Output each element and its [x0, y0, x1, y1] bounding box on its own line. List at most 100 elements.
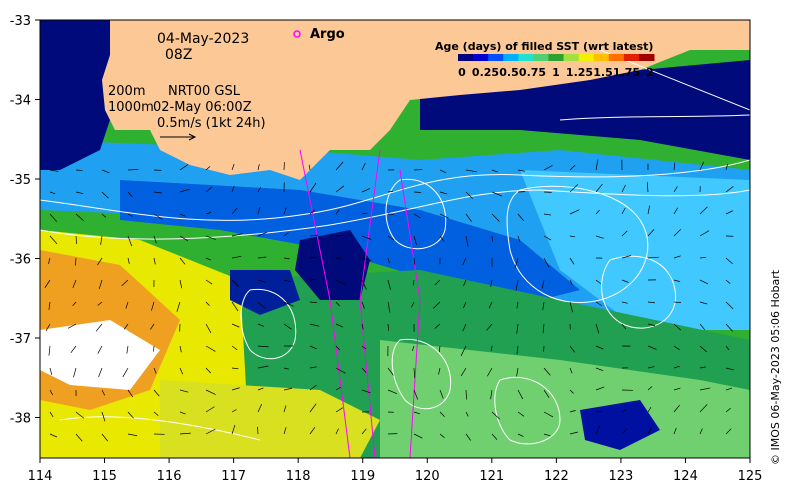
velocity-arrow	[387, 323, 389, 331]
colorbar-swatch	[488, 54, 504, 61]
colorbar-swatch	[623, 54, 640, 61]
argo-tracks	[299, 149, 421, 458]
velocity-arrow	[465, 213, 472, 222]
velocity-arrow	[595, 183, 603, 193]
velocity-arrow	[699, 161, 705, 171]
velocity-arrow	[283, 232, 289, 237]
velocity-arrow	[569, 410, 576, 413]
velocity-arrow	[595, 323, 600, 334]
x-tick-label: 120	[415, 469, 440, 484]
velocity-arrow	[257, 164, 260, 171]
colorbar-tick-label: 0.5	[499, 66, 519, 79]
velocity-arrow	[491, 191, 503, 197]
colorbar-swatch	[608, 54, 625, 61]
velocity-arrow	[179, 367, 184, 375]
velocity-arrow	[283, 387, 293, 391]
velocity-arrow	[487, 367, 493, 377]
velocity-arrow	[621, 279, 629, 283]
y-axis: -33 -34 -35 -36 -37 -38	[10, 14, 40, 427]
velocity-arrow	[569, 209, 580, 215]
sst-deep-blue-eddy-centre	[295, 230, 370, 300]
velocity-arrow	[595, 425, 601, 435]
velocity-arrow	[595, 301, 603, 307]
velocity-arrow	[361, 188, 371, 193]
velocity-arrow	[543, 213, 552, 216]
velocity-arrow	[621, 301, 628, 304]
velocity-arrow	[412, 345, 415, 351]
velocity-arrow	[673, 365, 680, 369]
velocity-arrow	[543, 411, 554, 418]
velocity-arrow	[73, 367, 77, 378]
velocity-arrow	[179, 432, 191, 435]
velocity-arrow	[517, 169, 525, 172]
y-tick-label: -37	[10, 332, 31, 347]
x-tick-label: 114	[28, 469, 53, 484]
velocity-arrow	[517, 389, 524, 400]
velocity-arrow	[44, 279, 51, 288]
velocity-arrow	[257, 207, 261, 215]
velocity-arrow	[74, 257, 77, 266]
colorbar-tick-label: 0.25	[472, 66, 499, 79]
velocity-arrow	[121, 279, 129, 287]
velocity-arrow	[387, 279, 391, 290]
altimetry-time-label: 02-May 06:00Z	[153, 100, 252, 115]
velocity-arrow	[179, 235, 189, 242]
velocity-arrow	[413, 411, 420, 415]
argo-marker-icon	[293, 30, 301, 38]
velocity-arrow	[49, 235, 58, 245]
velocity-arrow	[361, 323, 364, 330]
contour-1000-label: 1000m	[108, 100, 154, 115]
velocity-arrow	[542, 323, 545, 334]
velocity-arrow	[231, 301, 239, 312]
velocity-arrow	[439, 389, 444, 399]
velocity-arrow	[176, 301, 181, 312]
velocity-arrow	[231, 367, 239, 370]
velocity-arrow	[45, 323, 51, 332]
velocity-arrow	[309, 210, 315, 215]
velocity-arrow	[70, 345, 77, 354]
velocity-arrow	[179, 188, 190, 193]
y-tick-label: -36	[10, 253, 31, 268]
colorbar-tick-label: 0.75	[519, 66, 546, 79]
velocity-arrow	[439, 433, 445, 438]
velocity-arrow	[725, 210, 733, 215]
velocity-arrow	[283, 427, 287, 435]
velocity-arrow	[439, 191, 448, 195]
altimetry-product-label: NRT00 GSL	[168, 84, 241, 99]
velocity-arrow	[127, 257, 130, 264]
velocity-arrow	[153, 367, 157, 374]
velocity-arrow	[463, 279, 467, 287]
velocity-arrow	[595, 345, 604, 350]
velocity-arrow	[647, 406, 652, 413]
velocity-arrow	[361, 345, 367, 350]
velocity-arrow	[309, 256, 317, 259]
velocity-arrow	[465, 169, 477, 173]
velocity-arrow	[569, 164, 576, 171]
velocity-arrow	[361, 279, 367, 290]
velocity-arrow	[413, 235, 417, 246]
velocity-arrow	[127, 411, 134, 419]
velocity-arrow	[98, 279, 103, 289]
velocity-arrow	[127, 389, 134, 398]
velocity-arrow	[123, 323, 129, 330]
velocity-arrow	[231, 323, 240, 328]
velocity-arrow	[49, 433, 57, 438]
velocity-arrow	[699, 301, 708, 305]
velocity-arrow	[569, 184, 579, 193]
velocity-arrow	[465, 433, 471, 441]
x-tick-label: 125	[738, 469, 763, 484]
velocity-arrow	[205, 257, 211, 261]
velocity-arrow	[543, 165, 553, 171]
colorbar-swatch	[548, 54, 565, 61]
velocity-arrow	[179, 164, 189, 171]
colorbar-swatch	[473, 54, 489, 61]
velocity-arrow	[231, 345, 238, 351]
velocity-arrow	[101, 191, 109, 199]
x-tick-label: 115	[92, 469, 117, 484]
velocity-arrow	[514, 257, 519, 269]
velocity-arrow	[438, 345, 441, 353]
velocity-arrow	[434, 323, 441, 329]
velocity-arrow	[257, 387, 264, 391]
velocity-arrow	[153, 235, 157, 244]
